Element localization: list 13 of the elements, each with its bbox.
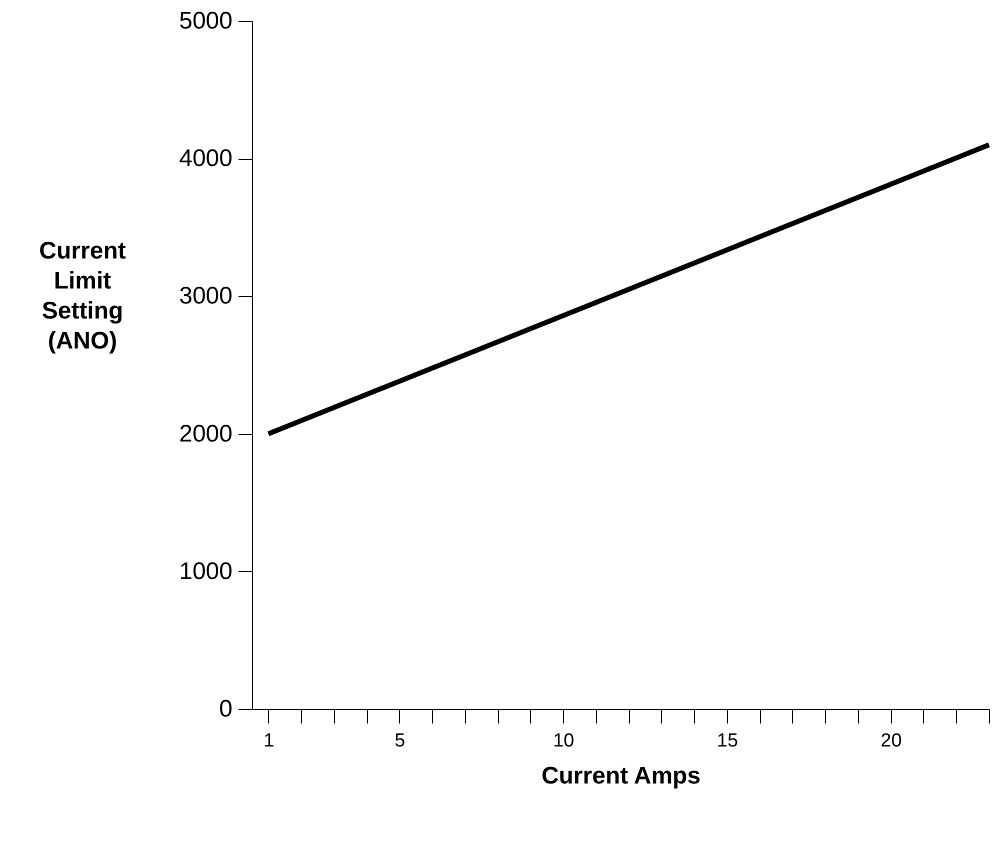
y-tick-label: 0 xyxy=(219,696,232,722)
y-tick-label: 3000 xyxy=(179,282,232,310)
x-tick-label: 1 xyxy=(264,730,274,752)
y-tick-label: 5000 xyxy=(179,8,232,34)
x-tick-label: 15 xyxy=(716,730,738,752)
y-tick-label: 4000 xyxy=(179,145,232,172)
y-axis-title: Current Limit Setting (ANO) xyxy=(39,238,126,354)
x-tick-label: 20 xyxy=(880,730,902,752)
x-axis-title: Current Amps xyxy=(541,762,701,790)
y-tick-label: 1000 xyxy=(179,558,232,585)
x-tick-label: 10 xyxy=(553,730,574,752)
x-tick-label: 5 xyxy=(394,730,406,752)
y-tick-label: 2000 xyxy=(179,420,232,448)
